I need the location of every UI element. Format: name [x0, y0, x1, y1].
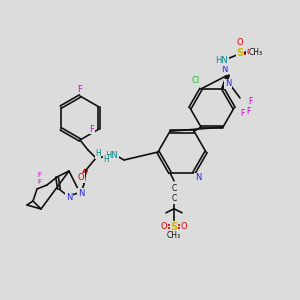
- Text: H: H: [103, 155, 109, 164]
- Text: F: F: [248, 98, 252, 106]
- Text: C: C: [171, 184, 177, 193]
- Text: N: N: [66, 193, 72, 202]
- Text: F: F: [78, 85, 82, 94]
- Text: HN: HN: [106, 152, 118, 160]
- Text: N: N: [195, 173, 201, 182]
- Text: F: F: [246, 107, 250, 116]
- Text: F: F: [90, 124, 94, 134]
- Text: N: N: [225, 80, 231, 88]
- Text: O: O: [237, 38, 243, 47]
- Text: C: C: [171, 194, 177, 203]
- Text: N: N: [221, 65, 227, 74]
- Text: O: O: [247, 48, 253, 57]
- Text: S: S: [236, 48, 244, 58]
- Text: H: H: [95, 149, 101, 158]
- Text: S: S: [170, 222, 178, 232]
- Text: Cl: Cl: [192, 76, 200, 85]
- Text: F: F: [37, 179, 41, 185]
- Text: O: O: [78, 173, 84, 182]
- Text: O: O: [181, 222, 187, 231]
- Text: N: N: [78, 188, 84, 197]
- Text: CH₃: CH₃: [167, 231, 181, 240]
- Text: HN: HN: [216, 56, 228, 65]
- Text: O: O: [161, 222, 167, 231]
- Text: F: F: [240, 110, 244, 118]
- Text: CH₃: CH₃: [249, 48, 263, 57]
- Text: F: F: [37, 172, 41, 178]
